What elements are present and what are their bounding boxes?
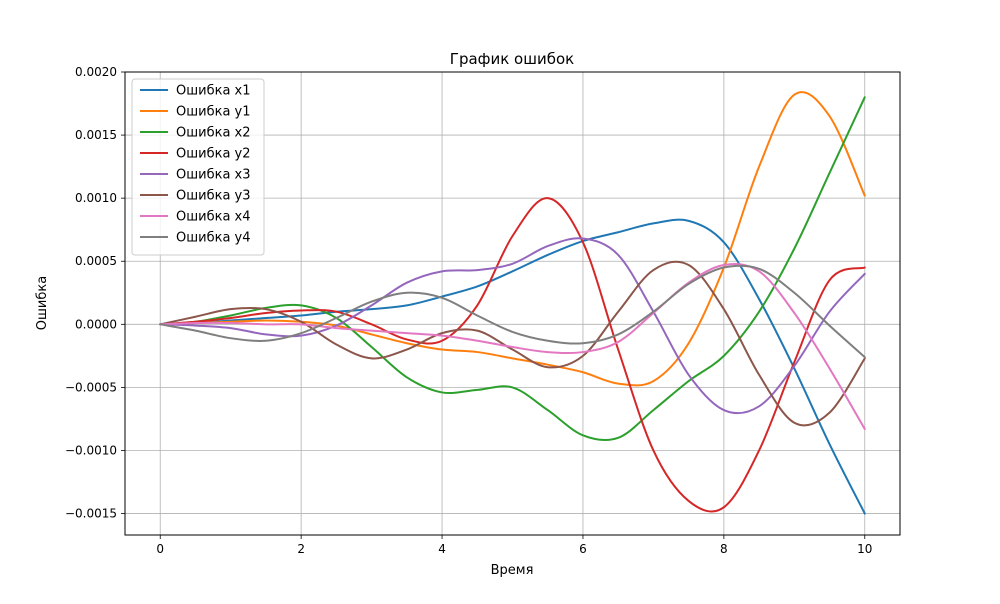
- series-line-2: [159, 91, 866, 387]
- x-tick-label: 10: [857, 542, 872, 556]
- plot-frame: [124, 71, 901, 536]
- series-line-4: [159, 197, 866, 513]
- legend-label: Ошибка x1: [176, 84, 251, 99]
- legend-box: [131, 78, 265, 256]
- legend-label: Ошибка y1: [176, 105, 251, 120]
- y-axis-label: Ошибка: [35, 276, 50, 330]
- x-axis-label: Время: [491, 563, 534, 578]
- y-tick-label: −0.0005: [65, 380, 117, 394]
- legend-label: Ошибка x2: [176, 126, 251, 141]
- legend-label: Ошибка x3: [176, 168, 251, 183]
- series-lines: [159, 91, 866, 515]
- y-tick-label: −0.0015: [65, 507, 117, 521]
- y-tick-label: −0.0010: [65, 443, 117, 457]
- y-tick-label: 0.0000: [75, 317, 117, 331]
- y-tick-label: 0.0005: [75, 254, 117, 268]
- y-axis-ticks: −0.0015 −0.0010 −0.0005 0.0000 0.0005 0.0010 0…: [65, 65, 125, 521]
- series-line-1: [159, 218, 866, 515]
- y-tick-label: 0.0010: [75, 191, 117, 205]
- chart-title: График ошибок: [450, 50, 574, 68]
- x-axis-ticks: 0 2 4 6 8 10: [156, 535, 872, 556]
- y-tick-label: 0.0020: [75, 65, 117, 79]
- x-tick-label: 6: [579, 542, 587, 556]
- series-line-8: [159, 264, 866, 359]
- series-line-6: [159, 260, 866, 427]
- x-tick-label: 2: [297, 542, 305, 556]
- y-tick-label: 0.0015: [75, 128, 117, 142]
- legend-label: Ошибка y3: [176, 189, 251, 204]
- series-line-5: [159, 237, 866, 415]
- legend-label: Ошибка x4: [176, 210, 251, 225]
- legend-label: Ошибка y4: [176, 231, 251, 246]
- x-tick-label: 0: [156, 542, 164, 556]
- x-tick-label: 8: [720, 542, 728, 556]
- legend: Ошибка x1 Ошибка y1 Ошибка x2 Ошибка y2 Ошиб…: [131, 78, 265, 256]
- x-tick-label: 4: [438, 542, 446, 556]
- legend-label: Ошибка y2: [176, 147, 251, 162]
- series-line-3: [159, 96, 866, 442]
- series-line-7: [159, 263, 866, 431]
